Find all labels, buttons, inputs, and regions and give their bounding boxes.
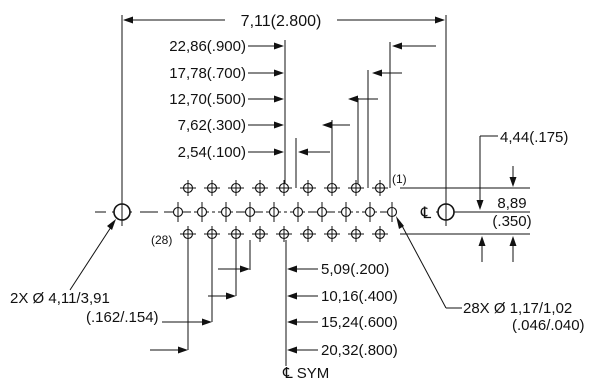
pin-hole [372,180,388,196]
mounting-hole-leader [69,223,114,291]
upper-arrowhead-22-86 [392,42,402,50]
dim-22-86-label: 22,86(.900) [169,38,246,55]
pin-hole [300,226,316,242]
lower-label-arrow-10-16 [287,292,297,300]
pin-hole-arrowhead [396,216,404,229]
lower-pitch-dimensions: 5,09(.200) 10,16(.400) 15,24(.600) 20,32… [150,240,398,382]
pin-hole-leader-diag [399,221,447,309]
pin-hole [324,180,340,196]
overall-width-label: 7,11(2.800) [241,13,322,30]
dim-20-32-label: 20,32(.800) [321,342,398,359]
pin-hole [386,202,398,222]
centerline-symbol: ℄ [420,205,432,222]
lower-label-arrow-5-09 [287,265,297,273]
mounting-holes [113,198,455,226]
pin-hole [244,202,256,222]
pin-hole [372,226,388,242]
lower-row-pins [180,226,388,242]
pin-hole [348,180,364,196]
dim-12-70-arrow [274,95,284,103]
pin-hole [172,202,184,222]
upper-pitch-labels: 22,86(.900) 17,78(.700) 12,70(.500) 7,62… [169,38,284,161]
row-spacing-dimension: 4,44(.175) 8,89 (.350) [400,129,568,262]
pin-hole [324,226,340,242]
pin-hole [228,226,244,242]
pin-28-label: (28) [151,233,172,247]
row-spacing-bottom-arrow-1 [478,236,486,246]
pin-hole-callout: 28X Ø 1,17/1,02 (.046/.040) [396,216,585,334]
pin-hole [252,226,268,242]
dim-2-54-label: 2,54(.100) [178,144,246,161]
pin-field: (1) (28) [151,172,407,247]
lower-arrowhead-5-09 [240,265,250,273]
row-spacing-metric: 8,89 [497,195,526,212]
upper-arrowhead-17-78 [372,69,382,77]
pin-hole [276,226,292,242]
pin-hole [268,202,280,222]
row-offset-label: 4,44(.175) [500,129,568,146]
dim-17-78-label: 17,78(.700) [169,65,246,82]
middle-row-pins [172,202,398,222]
row-spacing-top-arrow [509,177,517,187]
dim-10-16-label: 10,16(.400) [321,288,398,305]
pin-hole [348,226,364,242]
dim-17-78-arrow [274,69,284,77]
pin-hole [276,180,292,196]
pin-hole [340,202,352,222]
pin-hole [180,226,196,242]
pin-hole [364,202,376,222]
centerline-sym-label: ℄ SYM [282,365,329,382]
pin-hole [292,202,304,222]
dim-15-24-label: 15,24(.600) [321,314,398,331]
horizontal-centerline: ℄ [95,205,484,222]
pin-hole-metric: 28X Ø 1,17/1,02 [463,300,572,317]
upper-arrowhead-12-70 [348,95,358,103]
pin-hole [316,202,328,222]
pin-hole [220,202,232,222]
upper-arrowhead-2-54 [298,148,308,156]
pin-hole [196,202,208,222]
dim-2-54-arrow [274,148,284,156]
pin-hole [204,180,220,196]
offset-arrowhead [476,200,484,210]
pin-hole [252,180,268,196]
lower-label-arrow-20-32 [287,346,297,354]
row-spacing-bottom-arrow-2 [509,236,517,246]
mounting-hole-left [113,198,131,226]
arrowhead-left [123,16,133,24]
lower-label-arrow-15-24 [287,318,297,326]
arrowhead-right [435,16,445,24]
mounting-hole-callout: 2X Ø 4,11/3,91 (.162/.154) [10,219,159,326]
lower-arrowhead-20-32 [178,346,188,354]
row-spacing-inch: (.350) [492,213,531,230]
overall-width-dimension: 7,11(2.800) [121,13,447,205]
pin-hole-inch: (.046/.040) [512,317,585,334]
dim-7-62-arrow [274,121,284,129]
mounting-hole-right [437,198,455,226]
pin-1-label: (1) [392,172,407,186]
lower-arrowhead-15-24 [202,318,212,326]
pin-hole [228,180,244,196]
pin-hole [204,226,220,242]
dim-7-62-label: 7,62(.300) [178,117,246,134]
lower-arrowhead-10-16 [226,292,236,300]
upper-extension-lines [284,40,436,188]
dim-5-09-label: 5,09(.200) [321,261,389,278]
dim-12-70-label: 12,70(.500) [169,91,246,108]
dim-22-86-arrow [274,42,284,50]
pin-hole [300,180,316,196]
mounting-hole-metric: 2X Ø 4,11/3,91 [10,290,110,307]
mounting-hole-arrowhead [107,219,116,230]
pin-hole [180,180,196,196]
upper-arrowhead-7-62 [322,121,332,129]
upper-row-pins [180,180,388,196]
mounting-hole-inch: (.162/.154) [86,309,159,326]
